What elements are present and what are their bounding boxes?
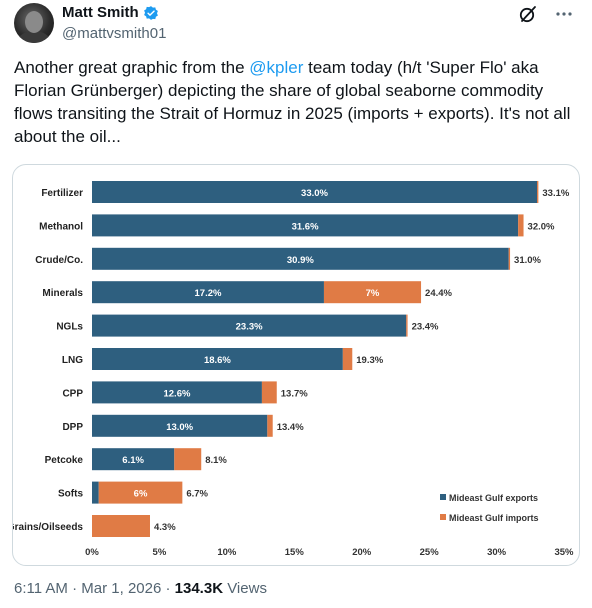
bar-imports[interactable] (261, 381, 277, 404)
segment-label-exports: 12.6% (163, 388, 190, 399)
total-label: 32.0% (528, 221, 555, 232)
total-label: 13.7% (281, 388, 308, 399)
bar-exports[interactable] (92, 448, 175, 471)
legend-swatch-exports (440, 494, 446, 500)
tweet-text-after: team today (h/t 'Super Flo' aka Florian … (14, 58, 571, 146)
mention-link[interactable]: @kpler (249, 58, 304, 77)
bar-imports[interactable] (174, 448, 202, 471)
stacked-bar-chart: Fertilizer 33.0% 33.1% Methanol 31.6% 32.0% Cr… (13, 181, 574, 558)
category-label: NGLs (56, 322, 83, 333)
segment-label-exports: 6.1% (122, 455, 144, 466)
avatar-shoulder (18, 31, 50, 43)
category-label: LNG (62, 355, 83, 366)
x-tick-label: 25% (420, 547, 440, 558)
segment-label-exports: 23.3% (236, 322, 263, 333)
category-label: CPP (62, 388, 83, 399)
bar-exports[interactable] (92, 214, 519, 237)
bar-imports[interactable] (518, 214, 524, 237)
bar-exports[interactable] (92, 181, 538, 203)
bar-imports[interactable] (267, 414, 273, 437)
x-tick-label: 5% (153, 547, 167, 558)
x-tick-label: 30% (487, 547, 507, 558)
x-tick-label: 35% (554, 547, 574, 558)
total-label: 31.0% (514, 255, 541, 266)
tweet-time[interactable]: 6:11 AM (14, 580, 68, 597)
total-label: 13.4% (277, 422, 304, 433)
bar-imports[interactable] (323, 281, 422, 304)
bar-imports[interactable] (342, 348, 353, 370)
category-label: Minerals (42, 288, 83, 299)
segment-label-exports: 30.9% (287, 255, 314, 266)
bar-exports[interactable] (92, 314, 407, 337)
x-tick-label: 20% (352, 547, 372, 558)
bar-imports[interactable] (98, 481, 183, 504)
total-label: 4.3% (154, 522, 176, 533)
segment-label-exports: 33.0% (301, 188, 328, 199)
legend-label-exports: Mideast Gulf exports (449, 493, 538, 503)
total-label: 6.7% (186, 489, 208, 500)
meta-separator: · (67, 580, 82, 597)
category-label: Fertilizer (41, 188, 83, 199)
bar-exports[interactable] (92, 481, 99, 504)
header-actions (518, 4, 574, 24)
segment-label-exports: 17.2% (195, 288, 222, 299)
total-label: 33.1% (542, 188, 569, 199)
segment-label-exports: 18.6% (204, 355, 231, 366)
category-label: Methanol (39, 221, 83, 232)
segment-label-imports: 7% (366, 288, 380, 299)
legend-swatch-imports (440, 514, 446, 520)
avatar[interactable] (14, 3, 54, 43)
tweet-date[interactable]: Mar 1, 2026 (81, 580, 162, 597)
author-name-row: Matt Smith (62, 4, 159, 21)
total-label: 24.4% (425, 288, 452, 299)
meta-separator: · (161, 580, 175, 597)
bar-imports[interactable] (537, 181, 539, 203)
views-label: Views (223, 580, 267, 597)
bar-imports[interactable] (508, 247, 511, 270)
bar-exports[interactable] (92, 414, 268, 437)
x-tick-label: 0% (85, 547, 99, 558)
total-label: 19.3% (356, 355, 383, 366)
segment-label-imports: 6% (134, 489, 148, 500)
category-label: DPP (62, 422, 83, 433)
tweet-media-chart[interactable]: Fertilizer 33.0% 33.1% Methanol 31.6% 32.0% Cr… (12, 164, 580, 566)
views-count: 134.3K (174, 580, 224, 597)
bar-imports[interactable] (406, 314, 408, 337)
segment-label-exports: 31.6% (292, 221, 319, 232)
x-tick-label: 10% (217, 547, 237, 558)
category-label: Grains/Oilseeds (13, 522, 83, 533)
bar-exports[interactable] (92, 348, 343, 370)
avatar-face (25, 11, 43, 33)
legend-label-imports: Mideast Gulf imports (449, 513, 539, 523)
tweet-text-before: Another great graphic from the (14, 58, 250, 77)
verified-badge-icon (143, 5, 158, 20)
segment-label-exports: 13.0% (166, 422, 193, 433)
author-handle[interactable]: @mattvsmith01 (62, 25, 167, 42)
bar-imports[interactable] (92, 515, 150, 537)
grok-icon[interactable] (518, 4, 538, 24)
total-label: 8.1% (205, 455, 227, 466)
total-label: 23.4% (412, 322, 439, 333)
category-label: Softs (58, 489, 83, 500)
x-tick-label: 15% (285, 547, 305, 558)
bar-exports[interactable] (92, 281, 324, 304)
bar-exports[interactable] (92, 381, 262, 404)
category-label: Petcoke (45, 455, 84, 466)
more-options-icon[interactable] (554, 4, 574, 24)
bar-exports[interactable] (92, 247, 509, 270)
tweet-text: Another great graphic from the @kpler te… (14, 56, 574, 148)
category-label: Crude/Co. (35, 255, 83, 266)
author-name[interactable]: Matt Smith (62, 4, 139, 21)
tweet-meta: 6:11 AM · Mar 1, 2026 · 134.3K Views (14, 580, 267, 597)
